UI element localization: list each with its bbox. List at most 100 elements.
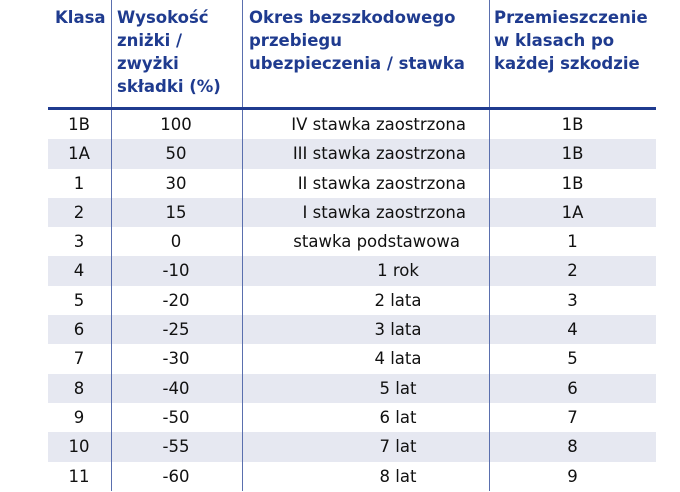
cell-klasa: 6 xyxy=(73,320,85,340)
cell-przemieszczenie: 1B xyxy=(561,115,584,134)
cell-przemieszczenie: 8 xyxy=(567,437,578,457)
table-row: 6 -25 3 lata 4 xyxy=(48,315,656,345)
cell-okres: III stawka zaostrzona xyxy=(292,144,466,164)
header-line: Okres bezszkodowego xyxy=(249,8,456,27)
cell-wysokosc: -25 xyxy=(162,320,190,340)
header-line: Wysokość xyxy=(117,8,209,27)
cell-przemieszczenie: 9 xyxy=(567,466,578,486)
cell-wysokosc: -50 xyxy=(162,407,190,427)
table-row: 1A 50 III stawka zaostrzona 1B xyxy=(48,139,656,169)
header-rule xyxy=(48,107,656,110)
header-line: składki (%) xyxy=(117,77,221,96)
column-divider xyxy=(242,139,243,169)
column-divider xyxy=(111,315,112,345)
header-line: przebiegu xyxy=(249,31,342,50)
table-row: 4 -10 1 rok 2 xyxy=(48,256,656,286)
table-row: 5 -20 2 lata 3 xyxy=(48,285,656,316)
column-divider xyxy=(489,227,490,257)
column-divider xyxy=(242,461,243,491)
column-divider xyxy=(111,461,112,491)
header-przemieszczenie: Przemieszczenie w klasach po każdej szko… xyxy=(494,6,648,75)
header-line: Przemieszczenie xyxy=(494,8,648,27)
column-divider xyxy=(242,432,243,462)
cell-przemieszczenie: 1B xyxy=(561,173,584,193)
cell-okres: stawka podstawowa xyxy=(293,232,460,252)
column-divider xyxy=(111,373,112,403)
table-row: 9 -50 6 lat 7 xyxy=(48,402,656,433)
cell-okres: I stawka zaostrzona xyxy=(302,202,466,222)
cell-klasa: 3 xyxy=(73,232,85,252)
cell-okres: 4 lata xyxy=(374,349,422,369)
column-divider xyxy=(489,402,490,433)
header-klasa: Klasa xyxy=(55,6,106,29)
table-row: 1 30 II stawka zaostrzona 1B xyxy=(48,168,656,198)
header-line: każdej szkodzie xyxy=(494,54,640,73)
cell-wysokosc: -55 xyxy=(162,437,190,457)
table-row: 3 0 stawka podstawowa 1 xyxy=(48,227,656,257)
column-divider xyxy=(242,285,243,316)
cell-przemieszczenie: 5 xyxy=(567,349,578,369)
column-divider xyxy=(489,432,490,462)
table-row: 10 -55 7 lat 8 xyxy=(48,432,656,462)
cell-przemieszczenie: 7 xyxy=(567,407,578,427)
cell-wysokosc: 100 xyxy=(160,115,192,134)
column-divider xyxy=(489,285,490,316)
table-row: 2 15 I stawka zaostrzona 1A xyxy=(48,197,656,228)
cell-przemieszczenie: 1 xyxy=(567,232,578,252)
cell-klasa: 2 xyxy=(73,202,85,222)
column-divider xyxy=(111,110,112,140)
cell-wysokosc: 15 xyxy=(165,202,187,222)
cell-okres: 7 lat xyxy=(379,437,417,457)
cell-przemieszczenie: 1B xyxy=(561,144,584,164)
column-divider xyxy=(242,373,243,403)
header-line: w klasach po xyxy=(494,31,615,50)
cell-klasa: 5 xyxy=(73,290,85,310)
table-row: 11 -60 8 lat 9 xyxy=(48,461,656,491)
column-divider xyxy=(242,110,243,140)
cell-klasa: 11 xyxy=(68,466,90,486)
cell-klasa: 8 xyxy=(73,378,85,398)
column-divider xyxy=(489,344,490,374)
column-divider xyxy=(242,197,243,228)
cell-przemieszczenie: 1A xyxy=(561,202,584,222)
cell-wysokosc: -60 xyxy=(162,466,190,486)
column-divider xyxy=(489,197,490,228)
column-divider xyxy=(242,227,243,257)
cell-okres: 2 lata xyxy=(374,290,422,310)
cell-przemieszczenie: 3 xyxy=(567,290,578,310)
cell-wysokosc: -20 xyxy=(162,290,190,310)
cell-wysokosc: 30 xyxy=(165,173,187,193)
cell-klasa: 10 xyxy=(68,437,90,457)
cell-okres: 8 lat xyxy=(379,466,417,486)
cell-przemieszczenie: 2 xyxy=(567,261,578,281)
cell-okres: IV stawka zaostrzona xyxy=(291,115,466,134)
column-divider xyxy=(489,0,490,107)
cell-klasa: 1A xyxy=(68,144,90,164)
column-divider xyxy=(111,197,112,228)
table-body: 1B 100 IV stawka zaostrzona 1B 1A 50 III stawk… xyxy=(48,110,656,491)
column-divider xyxy=(489,168,490,198)
column-divider xyxy=(111,0,112,107)
cell-wysokosc: 50 xyxy=(165,144,187,164)
cell-klasa: 1B xyxy=(68,115,90,134)
table-row: 1B 100 IV stawka zaostrzona 1B xyxy=(48,110,656,140)
column-divider xyxy=(111,344,112,374)
column-divider xyxy=(111,168,112,198)
column-divider xyxy=(111,285,112,316)
cell-klasa: 4 xyxy=(73,261,85,281)
cell-klasa: 9 xyxy=(73,407,85,427)
cell-przemieszczenie: 4 xyxy=(567,320,578,340)
cell-klasa: 7 xyxy=(73,349,85,369)
column-divider xyxy=(489,139,490,169)
column-divider xyxy=(242,315,243,345)
header-line: ubezpieczenia / stawka xyxy=(249,54,465,73)
column-divider xyxy=(111,432,112,462)
header-line: zwyżki xyxy=(117,54,179,73)
column-divider xyxy=(242,0,243,107)
header-line: zniżki / xyxy=(117,31,183,50)
column-divider xyxy=(242,344,243,374)
column-divider xyxy=(489,110,490,140)
cell-wysokosc: -40 xyxy=(162,378,190,398)
column-divider xyxy=(489,256,490,286)
